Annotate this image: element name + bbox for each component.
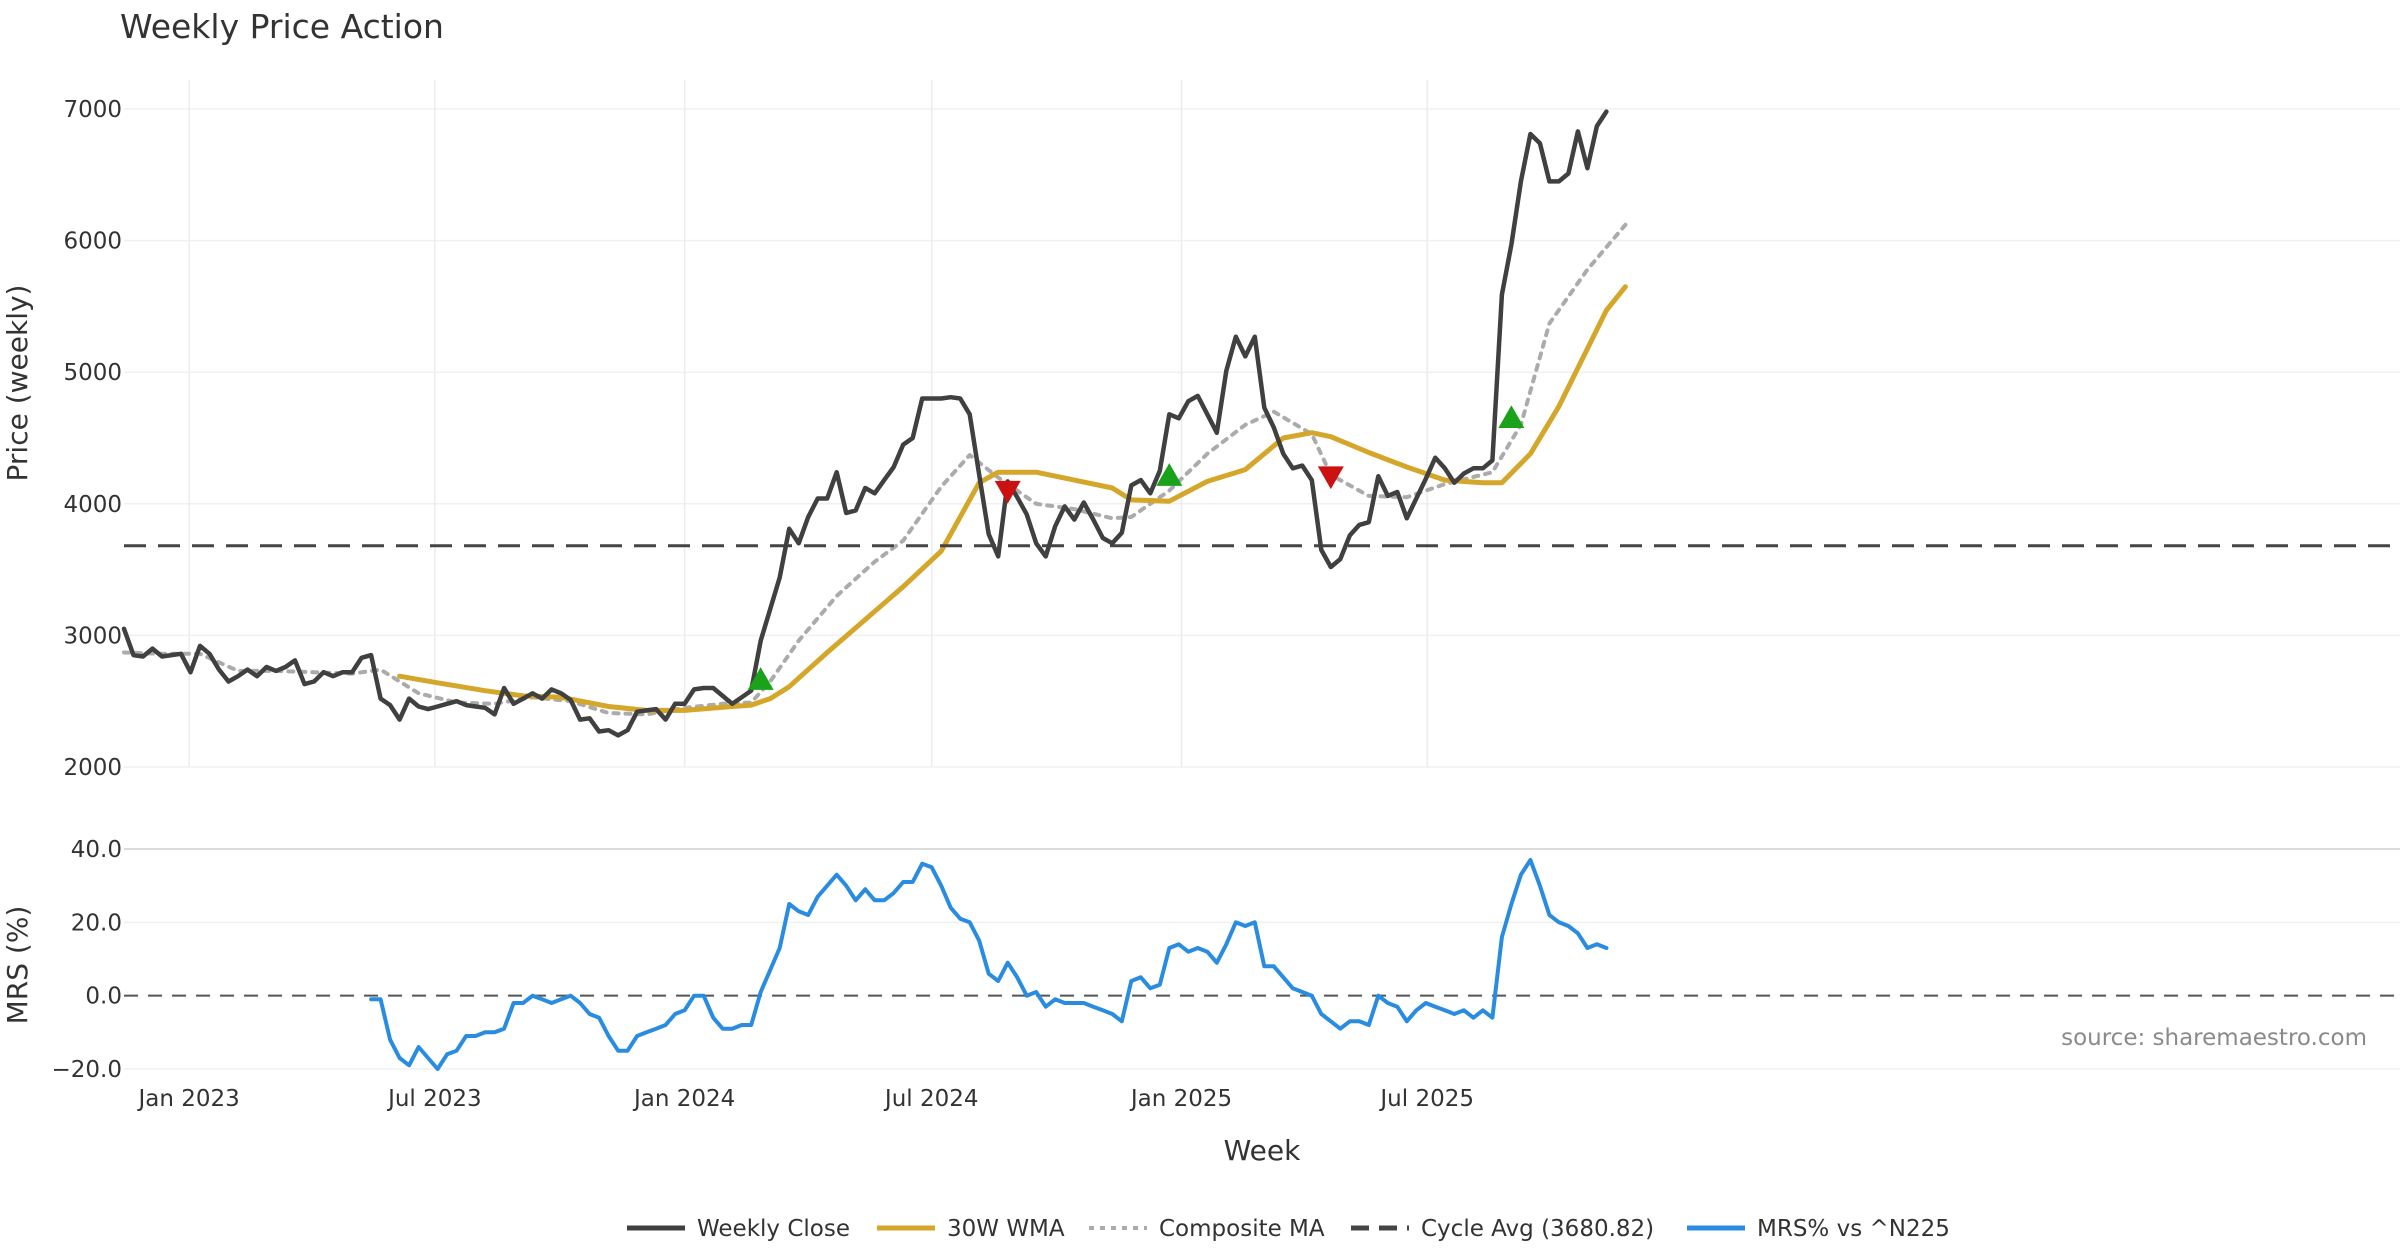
- sell-signal-marker: [1317, 466, 1344, 490]
- price-y-tick-label: 4000: [63, 492, 122, 518]
- price-y-tick-label: 2000: [63, 755, 122, 781]
- series-line-30w-wma: [397, 284, 1628, 713]
- mrs-y-tick-label: 0.0: [85, 984, 122, 1010]
- series-line-composite-ma: [122, 222, 1628, 717]
- mrs-y-ticks: 40.0 20.0 0.0 −20.0: [52, 837, 122, 1083]
- legend-label: 30W WMA: [947, 1216, 1065, 1242]
- legend-item: Weekly Close: [627, 1216, 850, 1242]
- buy-signal-marker: [1498, 405, 1525, 429]
- mrs-series: [369, 858, 1609, 1071]
- x-axis-label: Week: [1224, 1134, 1301, 1167]
- price-series: [121, 109, 2400, 738]
- series-line-weekly-close: [121, 109, 1609, 738]
- x-tick-label: Jan 2023: [137, 1086, 240, 1112]
- x-tick-label: Jul 2024: [883, 1086, 979, 1112]
- legend: Weekly Close 30W WMA Composite MA Cycle Avg…: [627, 1216, 1950, 1242]
- mrs-y-tick-label: 40.0: [71, 837, 122, 863]
- price-grid: [124, 80, 2400, 768]
- buy-signal-marker: [1156, 463, 1183, 486]
- sell-signal-marker: [994, 480, 1021, 504]
- legend-label: MRS% vs ^N225: [1757, 1216, 1950, 1242]
- x-tick-label: Jul 2023: [386, 1086, 482, 1112]
- mrs-grid: [124, 848, 2400, 1070]
- price-y-axis-label: Price (weekly): [1, 285, 34, 482]
- legend-item: Cycle Avg (3680.82): [1351, 1216, 1654, 1242]
- legend-item: MRS% vs ^N225: [1687, 1216, 1950, 1242]
- price-y-tick-label: 6000: [63, 229, 122, 255]
- series-line-mrs: [369, 858, 1609, 1071]
- mrs-y-tick-label: −20.0: [52, 1057, 122, 1083]
- x-tick-label: Jan 2024: [632, 1086, 735, 1112]
- x-tick-label: Jul 2025: [1378, 1086, 1474, 1112]
- legend-label: Cycle Avg (3680.82): [1421, 1216, 1654, 1242]
- mrs-y-axis-label: MRS (%): [1, 906, 34, 1025]
- legend-item: Composite MA: [1089, 1216, 1325, 1242]
- price-y-ticks: 2000 3000 4000 5000 6000 7000: [63, 97, 122, 781]
- price-y-tick-label: 3000: [63, 623, 122, 649]
- price-y-tick-label: 7000: [63, 97, 122, 123]
- signal-markers: [747, 405, 1525, 690]
- legend-label: Weekly Close: [697, 1216, 850, 1242]
- source-credit: source: sharemaestro.com: [2061, 1025, 2367, 1051]
- legend-label: Composite MA: [1159, 1216, 1325, 1242]
- legend-item: 30W WMA: [877, 1216, 1065, 1242]
- mrs-y-tick-label: 20.0: [71, 910, 122, 936]
- buy-signal-marker: [747, 667, 774, 690]
- chart-title: Weekly Price Action: [120, 7, 444, 46]
- price-y-tick-label: 5000: [63, 360, 122, 386]
- x-tick-label: Jan 2025: [1129, 1086, 1232, 1112]
- x-tick-labels: Jan 2023 Jul 2023 Jan 2024 Jul 2024 Jan 2025…: [137, 1086, 1475, 1112]
